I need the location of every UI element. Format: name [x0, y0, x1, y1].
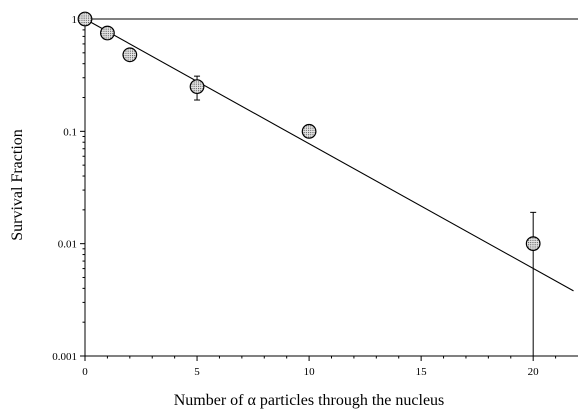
x-tick-label: 15	[416, 366, 428, 378]
fit-line	[84, 18, 574, 292]
x-axis-ticks: 0 5 10 15 20	[82, 356, 557, 378]
y-tick-label: 1	[72, 14, 78, 26]
data-point	[77, 11, 93, 27]
error-bars	[194, 75, 537, 356]
y-tick-label: 0.01	[58, 239, 77, 251]
data-points	[77, 11, 541, 252]
data-point	[100, 25, 115, 41]
data-point	[122, 47, 138, 63]
x-tick-label: 10	[304, 366, 316, 378]
y-tick-label: 0.1	[63, 126, 77, 138]
y-axis-label: Survival Fraction	[9, 129, 26, 241]
data-point	[301, 123, 317, 139]
fit-line-group	[84, 18, 574, 292]
x-tick-label: 0	[82, 366, 88, 378]
data-point	[525, 236, 541, 252]
x-tick-label: 20	[528, 366, 540, 378]
x-tick-label: 5	[194, 366, 200, 378]
y-axis-ticks: 0.001 0.01 0.1 1	[52, 14, 85, 363]
axes	[84, 18, 578, 357]
x-axis-label: Number of α particles through the nucleu…	[174, 392, 445, 409]
y-tick-label: 0.001	[52, 351, 77, 363]
data-point	[189, 79, 205, 95]
